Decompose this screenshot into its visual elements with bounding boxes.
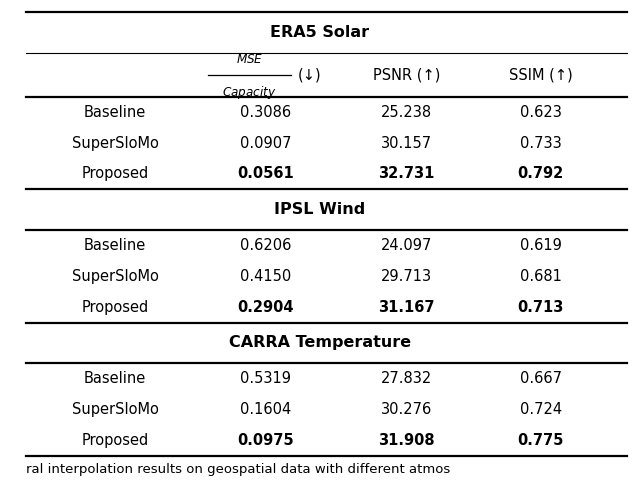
Text: ERA5 Solar: ERA5 Solar — [271, 25, 369, 40]
Text: 0.681: 0.681 — [520, 269, 562, 284]
Text: 0.0975: 0.0975 — [237, 433, 294, 448]
Text: 0.619: 0.619 — [520, 238, 562, 253]
Text: 27.832: 27.832 — [381, 371, 432, 386]
Text: IPSL Wind: IPSL Wind — [275, 202, 365, 217]
Text: 31.167: 31.167 — [378, 300, 435, 315]
Text: 0.724: 0.724 — [520, 402, 562, 417]
Text: 0.0907: 0.0907 — [240, 135, 291, 151]
Text: 30.276: 30.276 — [381, 402, 432, 417]
Text: SuperSloMo: SuperSloMo — [72, 269, 159, 284]
Text: 24.097: 24.097 — [381, 238, 432, 253]
Text: (↓): (↓) — [298, 68, 321, 83]
Text: ral interpolation results on geospatial data with different atmos: ral interpolation results on geospatial … — [26, 463, 450, 476]
Text: Baseline: Baseline — [84, 238, 147, 253]
Text: Proposed: Proposed — [81, 166, 149, 181]
Text: PSNR (↑): PSNR (↑) — [372, 68, 440, 83]
Text: Baseline: Baseline — [84, 371, 147, 386]
Text: 0.6206: 0.6206 — [240, 238, 291, 253]
Text: Proposed: Proposed — [81, 300, 149, 315]
Text: 0.623: 0.623 — [520, 105, 562, 120]
Text: SuperSloMo: SuperSloMo — [72, 402, 159, 417]
Text: 0.0561: 0.0561 — [237, 166, 294, 181]
Text: 25.238: 25.238 — [381, 105, 432, 120]
Text: 0.4150: 0.4150 — [240, 269, 291, 284]
Text: $MSE$: $MSE$ — [236, 53, 264, 66]
Text: 32.731: 32.731 — [378, 166, 435, 181]
Text: 0.713: 0.713 — [518, 300, 564, 315]
Text: 0.792: 0.792 — [518, 166, 564, 181]
Text: 0.733: 0.733 — [520, 135, 562, 151]
Text: 0.5319: 0.5319 — [240, 371, 291, 386]
Text: Baseline: Baseline — [84, 105, 147, 120]
Text: 30.157: 30.157 — [381, 135, 432, 151]
Text: 0.2904: 0.2904 — [237, 300, 294, 315]
Text: 0.667: 0.667 — [520, 371, 562, 386]
Text: 29.713: 29.713 — [381, 269, 432, 284]
Text: $Capacity$: $Capacity$ — [222, 84, 277, 101]
Text: SuperSloMo: SuperSloMo — [72, 135, 159, 151]
Text: Proposed: Proposed — [81, 433, 149, 448]
Text: 0.1604: 0.1604 — [240, 402, 291, 417]
Text: 0.3086: 0.3086 — [240, 105, 291, 120]
Text: CARRA Temperature: CARRA Temperature — [229, 336, 411, 351]
Text: SSIM (↑): SSIM (↑) — [509, 68, 573, 83]
Text: 31.908: 31.908 — [378, 433, 435, 448]
Text: 0.775: 0.775 — [518, 433, 564, 448]
